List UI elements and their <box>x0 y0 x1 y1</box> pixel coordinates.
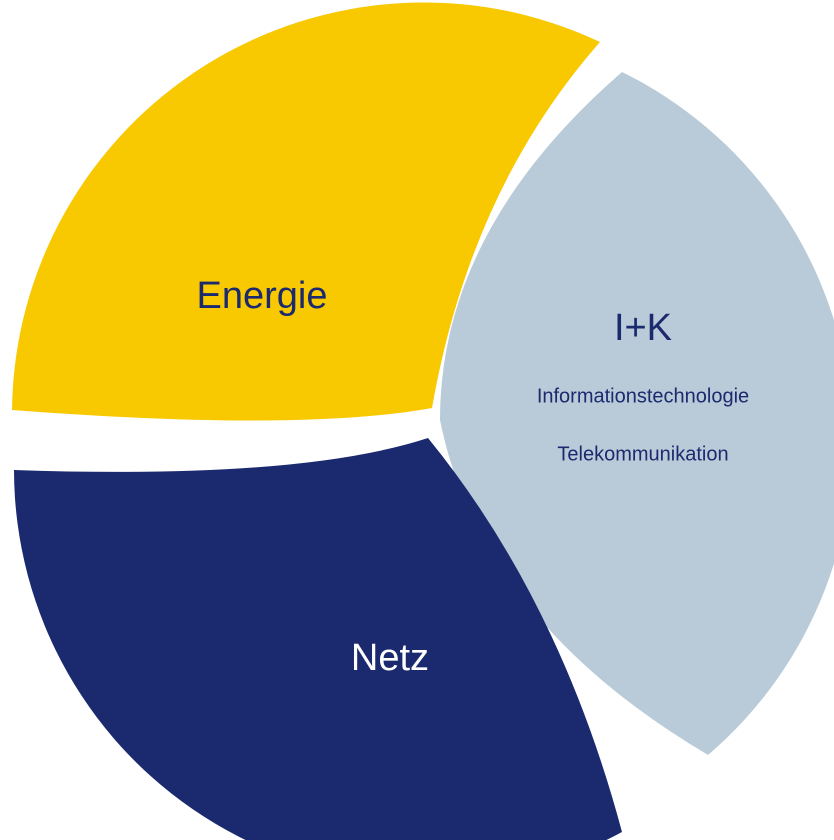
segment-subtitle: Telekommunikation <box>557 443 728 465</box>
segment-label: Energie <box>197 275 328 317</box>
segment-energie <box>12 2 600 421</box>
segment-subtitle: Informationstechnologie <box>537 385 749 407</box>
segment-label: I+K <box>614 307 672 349</box>
segment-netz <box>14 438 622 840</box>
segment-ik <box>440 72 834 755</box>
segment-label: Netz <box>351 637 429 679</box>
